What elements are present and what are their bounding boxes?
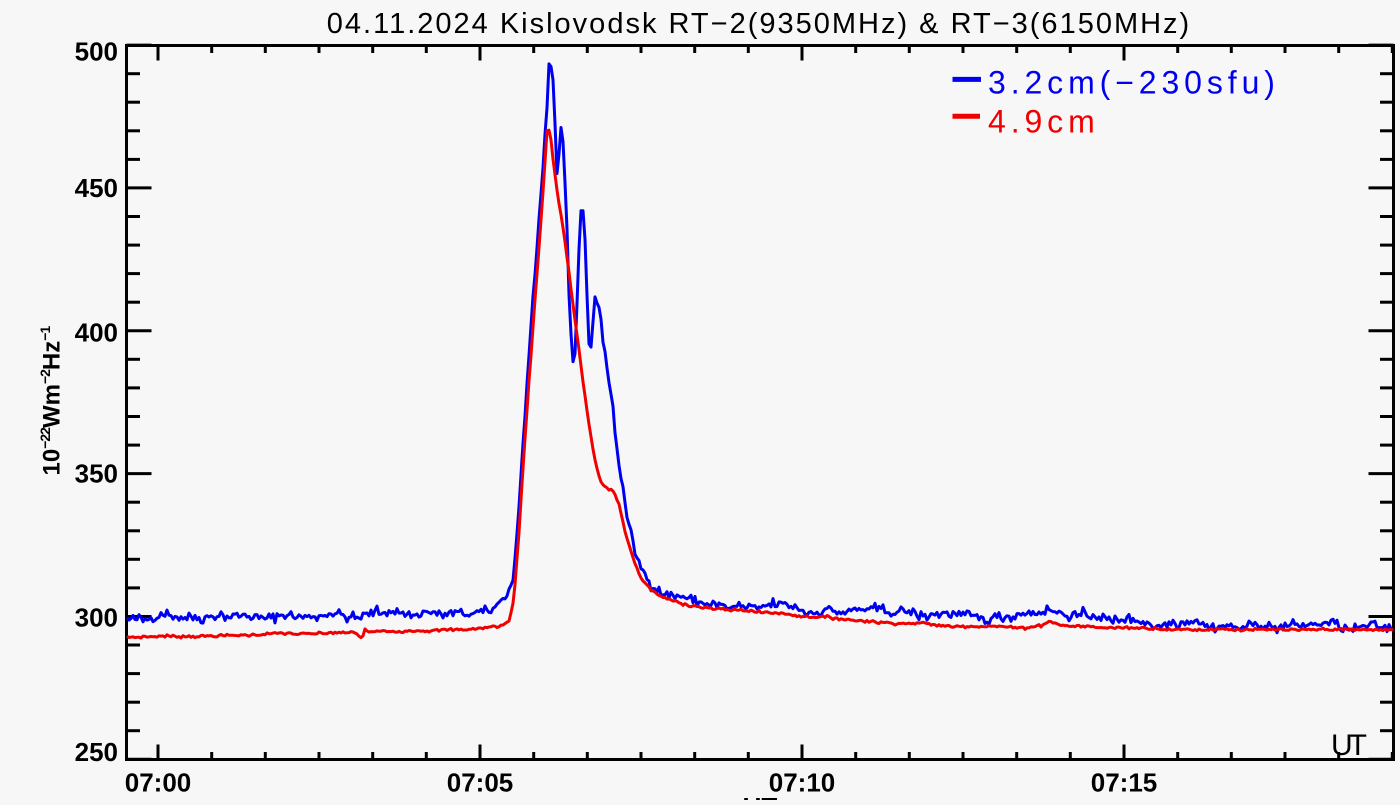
svg-text:3.2cm(−230sfu): 3.2cm(−230sfu) <box>988 65 1280 101</box>
svg-text:450: 450 <box>75 173 118 203</box>
svg-text:07:10: 07:10 <box>769 768 836 798</box>
svg-text:07:00: 07:00 <box>125 768 192 798</box>
svg-text:350: 350 <box>75 459 118 489</box>
svg-text:300: 300 <box>75 602 118 632</box>
svg-text:07:05: 07:05 <box>447 768 514 798</box>
svg-text:400: 400 <box>75 317 118 347</box>
svg-text:07:15: 07:15 <box>1091 768 1158 798</box>
svg-text:04.11.2024 Kislovodsk RT−2(935: 04.11.2024 Kislovodsk RT−2(9350MHz) & RT… <box>327 8 1191 40</box>
svg-text:250: 250 <box>75 737 118 767</box>
svg-text:UT: UT <box>1331 729 1367 762</box>
svg-text:4.9cm: 4.9cm <box>988 104 1100 140</box>
svg-text:500: 500 <box>75 37 118 67</box>
svg-text:10−22Wm−2Hz−1: 10−22Wm−2Hz−1 <box>37 326 66 476</box>
svg-text:UT: UT <box>743 792 778 800</box>
